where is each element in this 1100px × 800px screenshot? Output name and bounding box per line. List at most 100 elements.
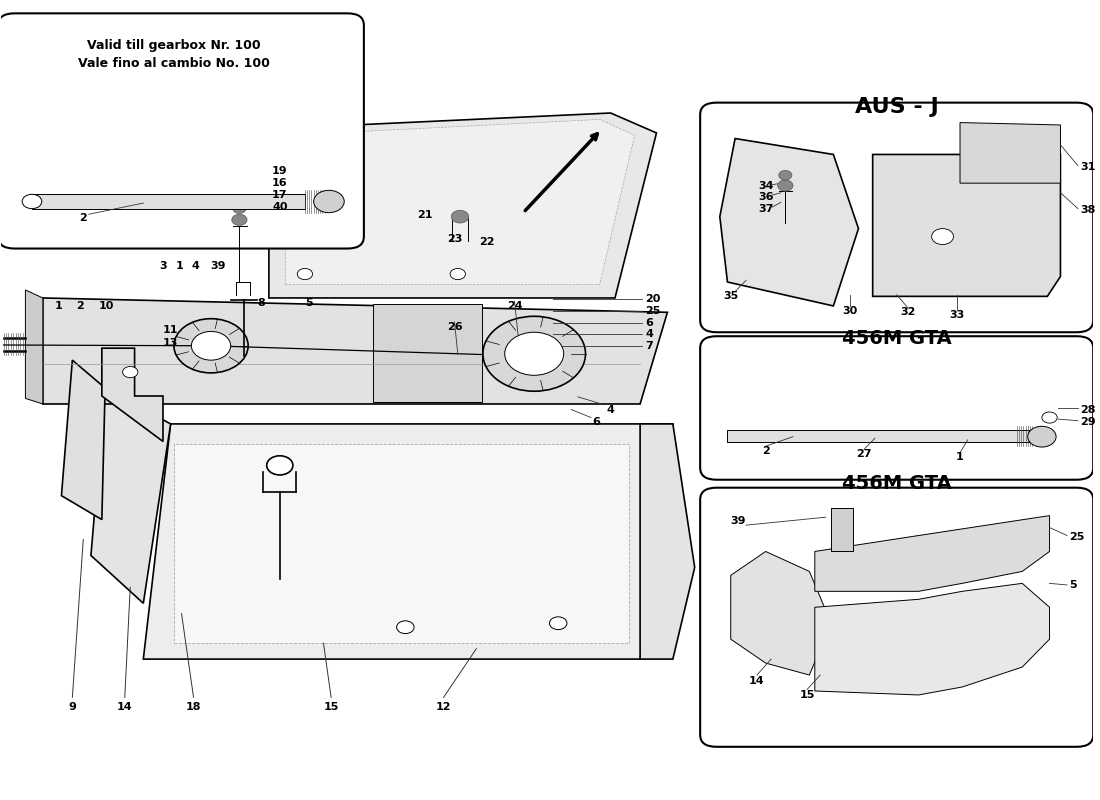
Text: 37: 37 xyxy=(758,204,773,214)
FancyBboxPatch shape xyxy=(701,336,1093,480)
Polygon shape xyxy=(25,290,43,404)
Text: 15: 15 xyxy=(800,690,815,700)
Circle shape xyxy=(314,190,344,213)
Text: 40: 40 xyxy=(272,202,288,212)
Text: eurospares: eurospares xyxy=(176,214,308,234)
Circle shape xyxy=(22,194,42,209)
Text: 2: 2 xyxy=(762,446,770,456)
Text: 4: 4 xyxy=(191,261,200,271)
Polygon shape xyxy=(640,424,695,659)
Text: eurospares: eurospares xyxy=(132,454,264,474)
Polygon shape xyxy=(143,424,673,659)
Text: 9: 9 xyxy=(68,702,76,712)
Text: 2: 2 xyxy=(76,301,84,311)
Circle shape xyxy=(1042,412,1057,423)
Polygon shape xyxy=(62,360,106,519)
Text: 1: 1 xyxy=(176,261,184,271)
Circle shape xyxy=(505,332,563,375)
Text: 39: 39 xyxy=(730,516,746,526)
Circle shape xyxy=(932,229,954,245)
Polygon shape xyxy=(872,154,1060,296)
Circle shape xyxy=(550,617,566,630)
Text: Valid till gearbox Nr. 100: Valid till gearbox Nr. 100 xyxy=(87,38,261,52)
Text: 12: 12 xyxy=(436,702,451,712)
Polygon shape xyxy=(268,113,657,298)
Text: 31: 31 xyxy=(1080,162,1096,172)
FancyBboxPatch shape xyxy=(0,14,364,249)
Polygon shape xyxy=(32,194,305,209)
Polygon shape xyxy=(727,430,1033,442)
Text: 15: 15 xyxy=(323,702,339,712)
Text: 5: 5 xyxy=(306,298,313,308)
Text: 456M GTA: 456M GTA xyxy=(842,329,952,348)
Text: 19: 19 xyxy=(272,166,288,176)
FancyBboxPatch shape xyxy=(701,488,1093,746)
Text: 17: 17 xyxy=(272,190,288,200)
Text: 39: 39 xyxy=(210,261,225,271)
Circle shape xyxy=(397,621,414,634)
Circle shape xyxy=(450,269,465,280)
Text: eurospares: eurospares xyxy=(482,214,613,234)
Text: 14: 14 xyxy=(117,702,133,712)
Circle shape xyxy=(297,269,312,280)
Text: 14: 14 xyxy=(749,676,764,686)
Text: 8: 8 xyxy=(257,298,265,308)
Polygon shape xyxy=(43,298,668,404)
Text: 34: 34 xyxy=(758,182,773,191)
Text: 4: 4 xyxy=(607,405,615,414)
Text: eurospares: eurospares xyxy=(372,454,504,474)
Circle shape xyxy=(483,316,585,391)
Text: 36: 36 xyxy=(758,192,773,202)
Text: 21: 21 xyxy=(417,210,432,220)
Text: 13: 13 xyxy=(163,338,178,347)
Text: 24: 24 xyxy=(507,301,522,311)
Text: 1: 1 xyxy=(956,452,964,462)
Text: Vale fino al cambio No. 100: Vale fino al cambio No. 100 xyxy=(78,57,270,70)
Text: 35: 35 xyxy=(723,291,738,302)
Text: 6: 6 xyxy=(593,418,601,427)
Text: 32: 32 xyxy=(900,307,915,318)
Polygon shape xyxy=(719,138,858,306)
Text: 20: 20 xyxy=(646,294,661,304)
Text: 29: 29 xyxy=(1080,418,1096,427)
Text: 4: 4 xyxy=(646,329,653,339)
Text: 11: 11 xyxy=(163,325,178,335)
Text: 23: 23 xyxy=(447,234,462,244)
Polygon shape xyxy=(832,508,852,551)
Text: 16: 16 xyxy=(272,178,288,188)
Text: 22: 22 xyxy=(480,237,495,247)
Polygon shape xyxy=(815,583,1049,695)
Circle shape xyxy=(266,456,293,475)
Text: 3: 3 xyxy=(160,261,167,271)
Text: 25: 25 xyxy=(646,306,661,316)
Circle shape xyxy=(451,210,469,223)
Circle shape xyxy=(779,170,792,180)
Text: 2: 2 xyxy=(79,214,87,223)
Polygon shape xyxy=(102,348,163,442)
Circle shape xyxy=(233,204,246,214)
Polygon shape xyxy=(373,304,482,402)
Text: 10: 10 xyxy=(99,301,114,311)
Text: 30: 30 xyxy=(843,306,857,316)
Text: 27: 27 xyxy=(856,450,871,459)
Polygon shape xyxy=(174,444,629,643)
Circle shape xyxy=(232,214,248,226)
Circle shape xyxy=(778,180,793,191)
Text: 28: 28 xyxy=(1080,405,1096,414)
Text: 18: 18 xyxy=(186,702,201,712)
Polygon shape xyxy=(730,551,832,675)
FancyBboxPatch shape xyxy=(701,102,1093,332)
Polygon shape xyxy=(91,388,170,603)
Text: 5: 5 xyxy=(1069,580,1077,590)
Polygon shape xyxy=(285,119,635,285)
Text: 1: 1 xyxy=(54,301,62,311)
Text: 38: 38 xyxy=(1080,206,1096,215)
Circle shape xyxy=(1027,426,1056,447)
Polygon shape xyxy=(815,515,1049,591)
Text: 456M GTA: 456M GTA xyxy=(842,474,952,494)
Polygon shape xyxy=(960,122,1060,183)
Circle shape xyxy=(122,366,138,378)
Text: 6: 6 xyxy=(646,318,653,328)
Circle shape xyxy=(191,331,231,360)
Text: 33: 33 xyxy=(949,310,965,320)
